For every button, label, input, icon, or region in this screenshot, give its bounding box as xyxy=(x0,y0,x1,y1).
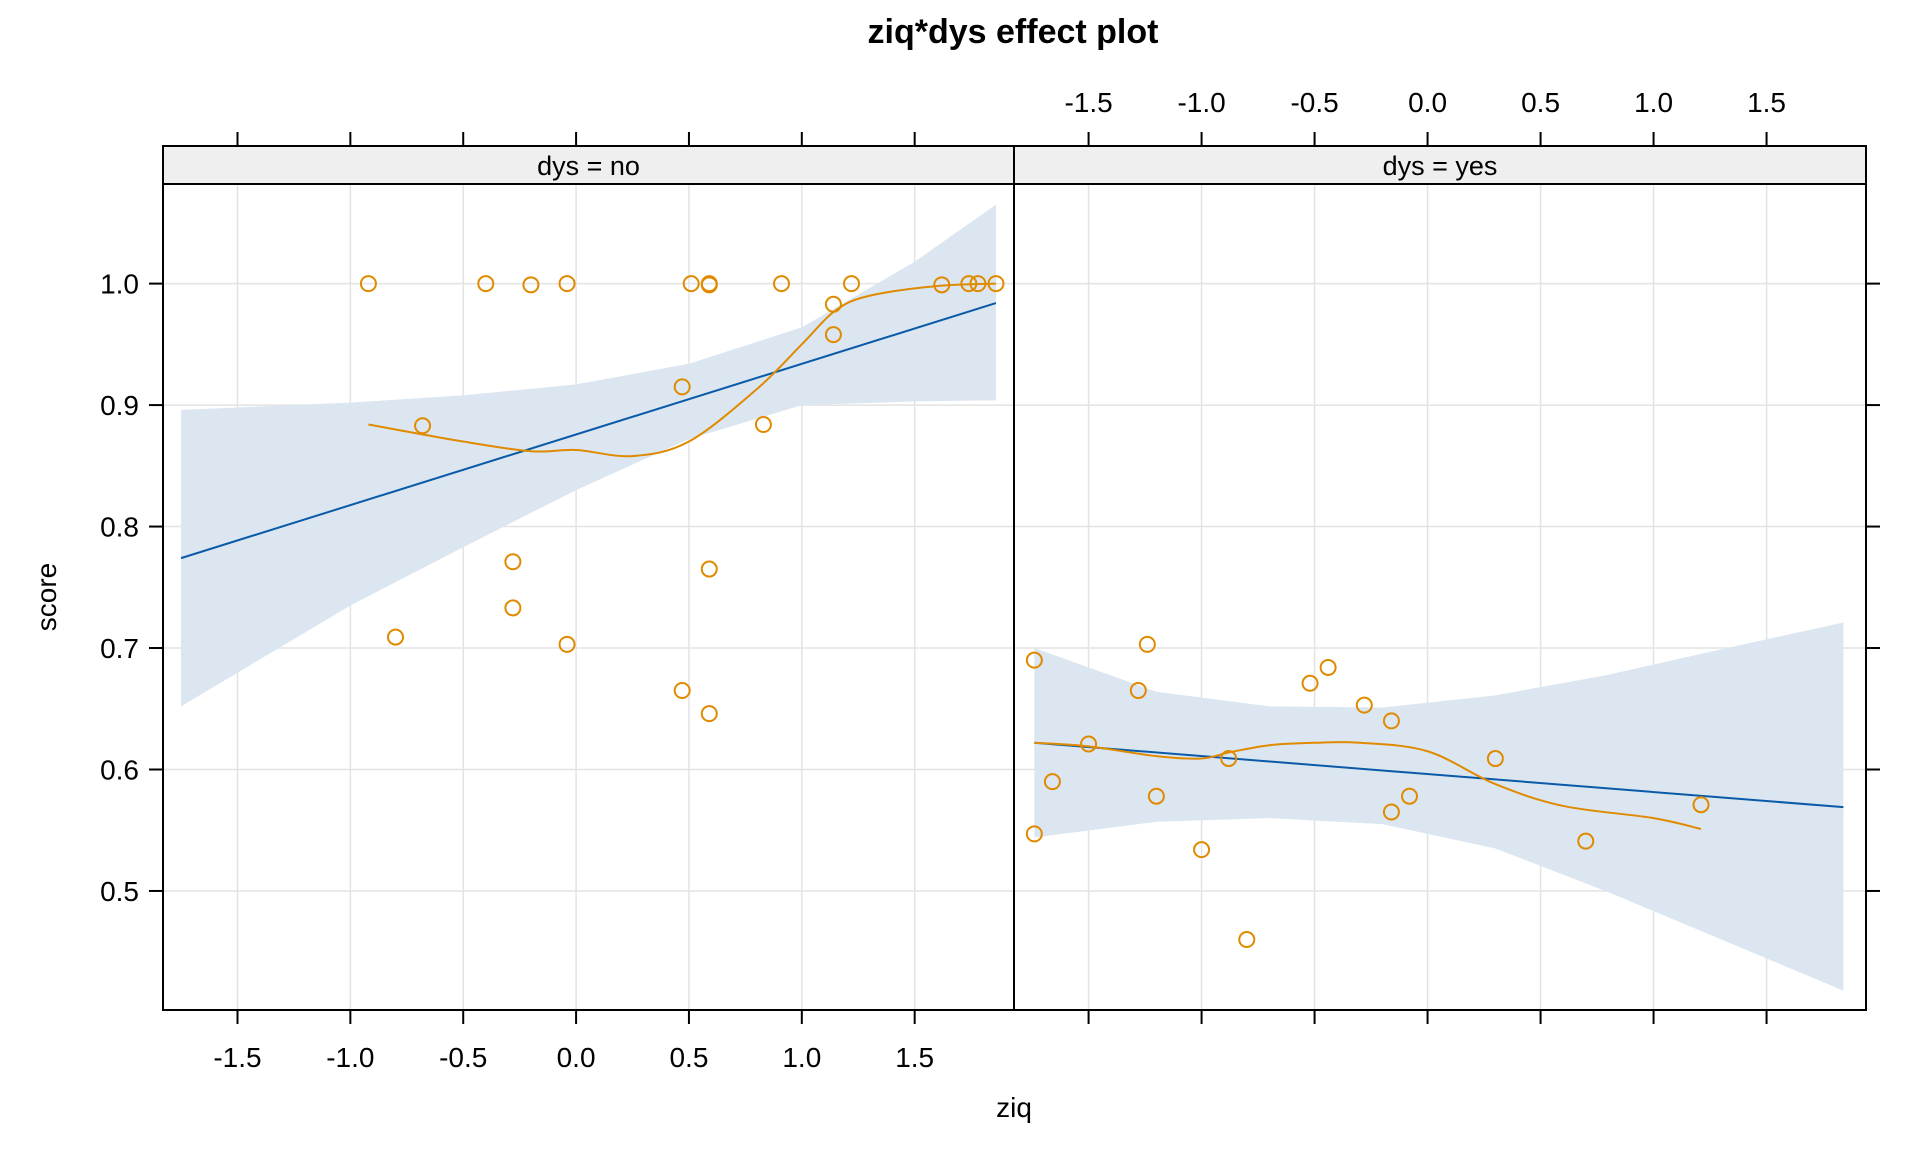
fit-line xyxy=(180,302,997,560)
data-point xyxy=(824,326,842,344)
panel-strip xyxy=(1013,145,1867,185)
data-point xyxy=(1193,841,1211,859)
x-tick-label: 1.5 xyxy=(1747,87,1786,118)
data-point xyxy=(772,275,790,293)
data-point xyxy=(1138,635,1156,653)
data-point xyxy=(700,705,718,723)
data-point xyxy=(1220,750,1238,768)
x-axis-label: ziq xyxy=(996,1092,1032,1123)
panel-strip-label: dys = yes xyxy=(1383,151,1498,181)
data-point xyxy=(1382,712,1400,730)
data-point xyxy=(933,276,951,294)
data-point xyxy=(504,553,522,571)
x-tick-label: 0.0 xyxy=(557,1042,596,1073)
data-point xyxy=(700,560,718,578)
data-point xyxy=(673,378,691,396)
y-tick-label: 0.8 xyxy=(100,512,139,543)
y-tick-label: 0.6 xyxy=(100,754,139,785)
panel-strip xyxy=(162,145,1015,185)
x-tick-label: -1.0 xyxy=(326,1042,374,1073)
y-tick-label: 1.0 xyxy=(100,269,139,300)
x-tick-label: -1.0 xyxy=(1177,87,1225,118)
data-point xyxy=(387,628,405,646)
data-point xyxy=(987,275,1005,293)
data-point xyxy=(504,599,522,617)
smooth-curve xyxy=(1034,741,1702,830)
y-tick-label: 0.5 xyxy=(100,876,139,907)
data-point xyxy=(1301,674,1319,692)
panel-frame xyxy=(1013,183,1867,1011)
data-point xyxy=(522,276,540,294)
x-tick-label: 1.0 xyxy=(782,1042,821,1073)
data-point xyxy=(1025,825,1043,843)
data-point xyxy=(1486,750,1504,768)
fit-line xyxy=(1034,741,1844,809)
data-point xyxy=(700,276,718,294)
data-point xyxy=(969,275,987,293)
panel-dys-yes: dys = yes -1.5 -1.0 -0.5 0.0 0.5 1.0 1.5 xyxy=(1013,87,1880,1024)
x-tick-label: 1.0 xyxy=(1634,87,1673,118)
data-point xyxy=(960,275,978,293)
data-point xyxy=(682,275,700,293)
x-tick-label: -1.5 xyxy=(213,1042,261,1073)
data-point xyxy=(359,275,377,293)
data-point xyxy=(1238,931,1256,949)
panel-strip-label: dys = no xyxy=(537,151,640,181)
x-tick-label: -0.5 xyxy=(1290,87,1338,118)
data-point xyxy=(1382,803,1400,821)
data-point xyxy=(1692,796,1710,814)
chart-title: ziq*dys effect plot xyxy=(868,13,1159,51)
confidence-band xyxy=(1034,622,1844,991)
data-point xyxy=(477,275,495,293)
data-point xyxy=(1080,735,1098,753)
x-tick-label: 1.5 xyxy=(895,1042,934,1073)
data-point xyxy=(1129,682,1147,700)
data-point xyxy=(673,682,691,700)
data-point xyxy=(754,416,772,434)
data-point xyxy=(1319,658,1337,676)
data-point xyxy=(1147,787,1165,805)
y-tick-label: 0.7 xyxy=(100,633,139,664)
confidence-band xyxy=(181,204,996,707)
data-point xyxy=(1043,773,1061,791)
x-tick-label: 0.5 xyxy=(669,1042,708,1073)
data-point xyxy=(1577,832,1595,850)
x-tick-label: 0.0 xyxy=(1408,87,1447,118)
y-tick-label: 0.9 xyxy=(100,390,139,421)
data-point xyxy=(1355,696,1373,714)
x-tick-label: -0.5 xyxy=(439,1042,487,1073)
data-point xyxy=(414,417,432,435)
panel-dys-no: dys = no -1.5 -1.0 -0.5 0.0 0.5 1.0 1.5 0.5 0.6 0.… xyxy=(100,132,1015,1073)
y-axis-label: score xyxy=(31,563,62,631)
data-point xyxy=(1025,651,1043,669)
data-point xyxy=(558,635,576,653)
x-tick-label: 0.5 xyxy=(1521,87,1560,118)
chart-area: dys = no -1.5 -1.0 -0.5 0.0 0.5 1.0 1.5 0.5 0.6 0.… xyxy=(100,87,1880,1073)
smooth-curve xyxy=(368,282,996,458)
x-tick-label: -1.5 xyxy=(1064,87,1112,118)
data-point xyxy=(558,275,576,293)
data-point xyxy=(824,295,842,313)
data-point xyxy=(1400,787,1418,805)
data-point xyxy=(842,275,860,293)
